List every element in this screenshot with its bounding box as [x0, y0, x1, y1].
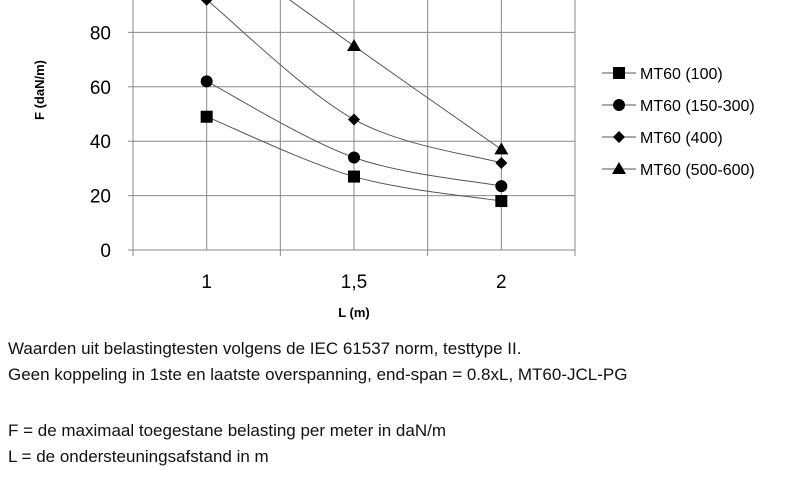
y-tick-label: 0 [100, 241, 111, 262]
marker-circle [613, 99, 625, 111]
load-chart: 0 20 40 60 80 1 1,5 2 F (daN/m) L (m) MT60 (100… [32, 0, 755, 320]
y-tick-label: 60 [90, 78, 111, 99]
series-square [200, 110, 508, 208]
legend-label: MT60 (150-300) [640, 98, 755, 115]
y-axis-label: F (daN/m) [32, 60, 47, 120]
marker-circle [348, 151, 360, 164]
y-tick-label: 80 [90, 23, 111, 44]
x-tick-label: 1 [201, 272, 212, 293]
marker-square [200, 110, 213, 123]
x-tick-label: 1,5 [341, 272, 367, 293]
note-coupling: Geen koppeling in 1ste en laatste oversp… [8, 365, 628, 384]
marker-square [348, 170, 360, 183]
marker-diamond [495, 156, 508, 169]
marker-circle [200, 75, 213, 88]
series-triangle [288, 0, 509, 155]
series-diamond [200, 0, 508, 169]
marker-circle [495, 180, 508, 193]
legend-label: MT60 (500-600) [640, 162, 755, 179]
x-tick-label: 2 [496, 272, 507, 293]
marker-diamond [348, 113, 360, 126]
x-axis-label: L (m) [338, 305, 370, 320]
note-l-definition: L = de ondersteuningsafstand in m [8, 447, 269, 466]
note-test-standard: Waarden uit belastingtesten volgens de I… [8, 339, 522, 358]
y-tick-label: 20 [90, 187, 111, 208]
marker-triangle [347, 39, 361, 51]
marker-square [495, 195, 508, 208]
marker-square [613, 67, 625, 79]
legend-item: MT60 (150-300) [602, 98, 755, 115]
series-lines [200, 0, 509, 208]
legend-item: MT60 (400) [602, 130, 723, 147]
grid [128, 0, 576, 256]
y-tick-label: 40 [90, 132, 111, 153]
marker-triangle [494, 142, 509, 155]
marker-diamond [613, 131, 625, 143]
legend-label: MT60 (100) [640, 66, 723, 83]
series-circle [200, 75, 508, 193]
legend: MT60 (100) MT60 (150-300) MT60 (400) MT60 (… [602, 66, 755, 179]
marker-diamond [200, 0, 213, 6]
tick-labels: 0 20 40 60 80 1 1,5 2 [90, 23, 507, 293]
marker-triangle [612, 162, 626, 174]
legend-label: MT60 (400) [640, 130, 723, 147]
legend-item: MT60 (500-600) [602, 162, 755, 179]
legend-item: MT60 (100) [602, 66, 723, 83]
note-f-definition: F = de maximaal toegestane belasting per… [8, 421, 446, 440]
